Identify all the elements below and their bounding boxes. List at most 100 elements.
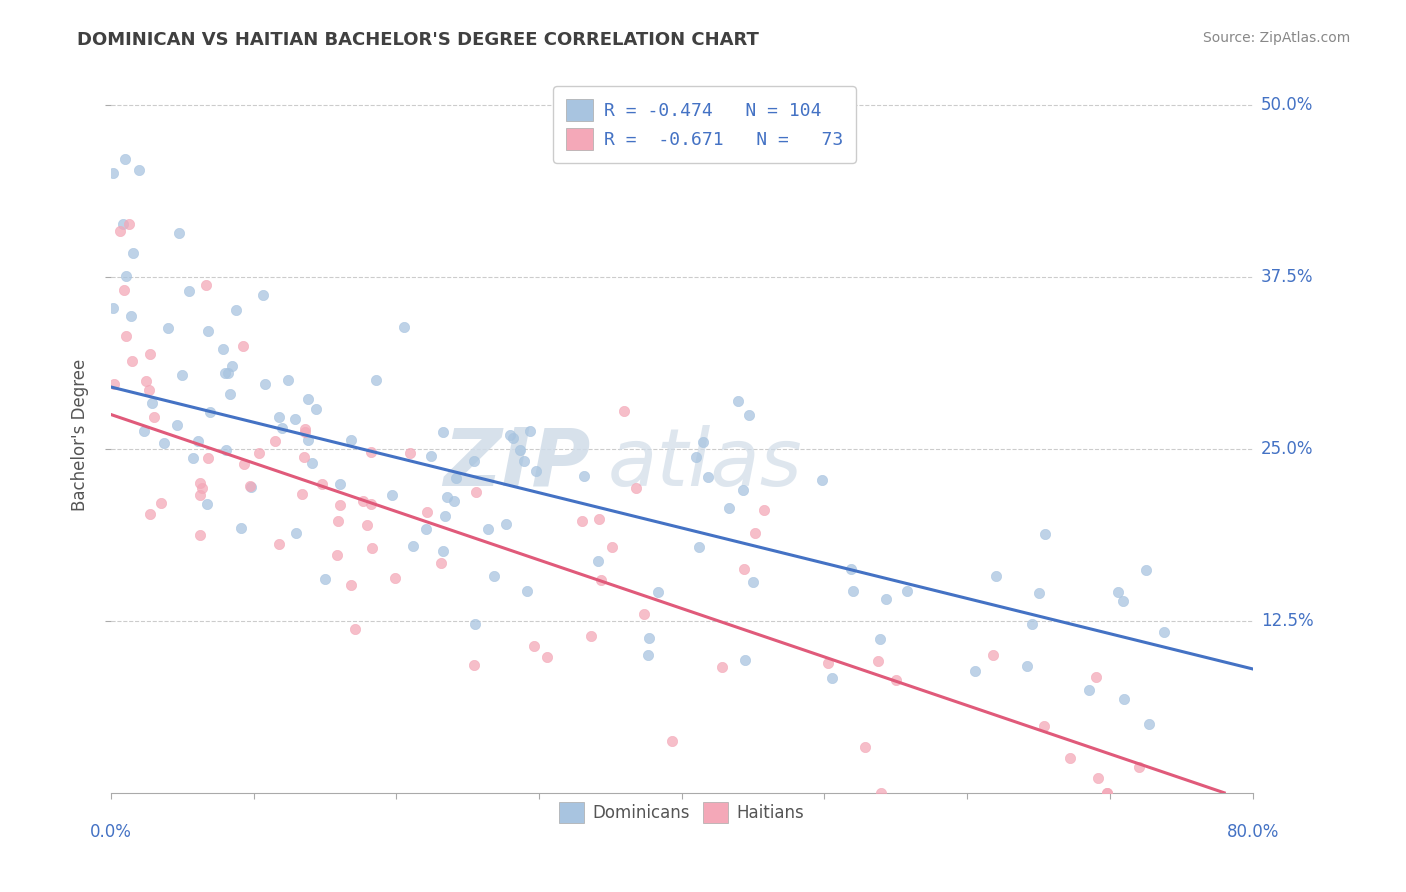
Point: [981, 648, 1004, 663]
Point: [314, 572, 336, 586]
Point: [637, 648, 659, 663]
Point: [340, 578, 363, 592]
Point: [311, 477, 333, 491]
Point: [742, 574, 765, 589]
Point: [153, 436, 176, 450]
Point: [463, 657, 485, 672]
Point: [344, 622, 367, 636]
Point: [215, 443, 238, 458]
Point: [600, 540, 623, 554]
Point: [633, 607, 655, 621]
Point: [264, 434, 287, 448]
Point: [195, 497, 218, 511]
Point: [419, 449, 441, 463]
Point: [1077, 682, 1099, 697]
Point: [579, 630, 602, 644]
Point: [115, 268, 138, 283]
Point: [1028, 586, 1050, 600]
Point: [167, 226, 190, 240]
Point: [384, 571, 406, 585]
Point: [294, 422, 316, 436]
Point: [297, 433, 319, 447]
Point: [170, 368, 193, 382]
Point: [1087, 772, 1109, 786]
Text: ZIP: ZIP: [443, 425, 591, 503]
Point: [198, 405, 221, 419]
Point: [811, 473, 834, 487]
Text: 0.0%: 0.0%: [90, 823, 132, 841]
Point: [121, 354, 143, 368]
Point: [733, 562, 755, 576]
Point: [1032, 719, 1054, 733]
Point: [432, 543, 454, 558]
Point: [399, 446, 422, 460]
Point: [329, 476, 352, 491]
Point: [212, 342, 235, 356]
Point: [197, 450, 219, 465]
Point: [1084, 670, 1107, 684]
Point: [381, 488, 404, 502]
Point: [841, 584, 863, 599]
Point: [727, 394, 749, 409]
Point: [444, 471, 467, 485]
Point: [356, 517, 378, 532]
Point: [103, 377, 125, 392]
Point: [269, 537, 291, 551]
Point: [839, 561, 862, 575]
Point: [214, 366, 236, 380]
Point: [142, 410, 165, 425]
Point: [502, 431, 524, 445]
Point: [232, 339, 254, 353]
Point: [482, 568, 505, 582]
Point: [638, 631, 661, 645]
Point: [267, 409, 290, 424]
Point: [122, 246, 145, 260]
Point: [869, 632, 891, 647]
Point: [870, 786, 893, 800]
Point: [112, 218, 135, 232]
Point: [190, 528, 212, 542]
Text: Source: ZipAtlas.com: Source: ZipAtlas.com: [1202, 31, 1350, 45]
Point: [188, 475, 211, 490]
Point: [294, 425, 316, 440]
Point: [225, 303, 247, 318]
Point: [392, 320, 415, 334]
Point: [292, 450, 315, 464]
Point: [416, 505, 439, 519]
Point: [361, 541, 384, 556]
Text: 25.0%: 25.0%: [1261, 440, 1313, 458]
Point: [536, 649, 558, 664]
Point: [884, 673, 907, 687]
Text: DOMINICAN VS HAITIAN BACHELOR'S DEGREE CORRELATION CHART: DOMINICAN VS HAITIAN BACHELOR'S DEGREE C…: [77, 31, 759, 49]
Point: [139, 507, 162, 521]
Point: [1097, 786, 1119, 800]
Point: [477, 522, 499, 536]
Point: [247, 445, 270, 459]
Point: [688, 540, 710, 554]
Point: [647, 585, 669, 599]
Point: [434, 509, 457, 524]
Point: [301, 456, 323, 470]
Point: [252, 287, 274, 301]
Point: [187, 434, 209, 448]
Point: [1128, 759, 1150, 773]
Text: 80.0%: 80.0%: [1226, 823, 1279, 841]
Point: [329, 498, 352, 512]
Text: 12.5%: 12.5%: [1261, 612, 1313, 630]
Text: 50.0%: 50.0%: [1261, 96, 1313, 114]
Point: [1153, 625, 1175, 640]
Point: [195, 278, 218, 293]
Point: [181, 451, 204, 466]
Point: [526, 464, 548, 478]
Point: [685, 450, 707, 465]
Point: [101, 301, 124, 316]
Point: [495, 516, 517, 531]
Point: [135, 374, 157, 388]
Point: [254, 376, 277, 391]
Point: [284, 411, 307, 425]
Point: [586, 554, 609, 568]
Point: [1095, 786, 1118, 800]
Point: [613, 404, 636, 418]
Point: [738, 408, 761, 422]
Point: [239, 480, 262, 494]
